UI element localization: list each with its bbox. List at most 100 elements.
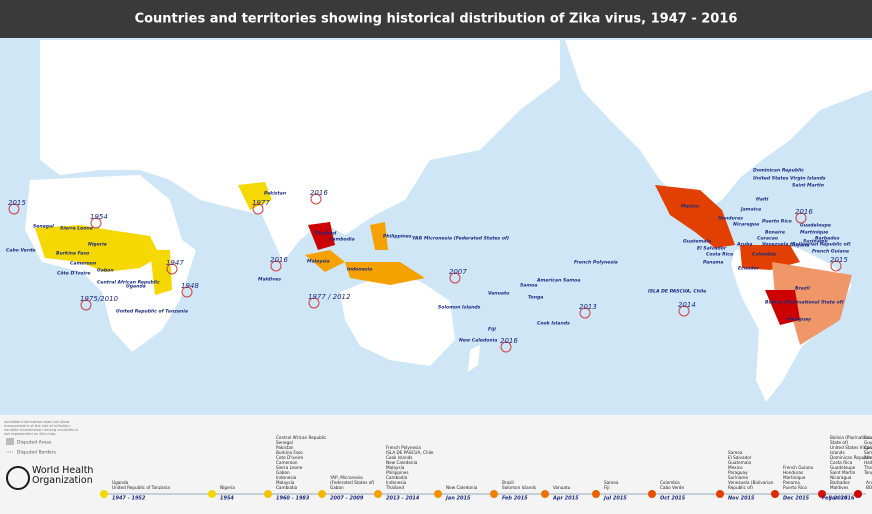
timeline-period: 2007 - 2009 — [330, 496, 364, 502]
timeline-country: Honduras — [783, 470, 803, 475]
legend-note: Available information does not allow mea… — [4, 420, 79, 436]
timeline-country: Thailand — [863, 465, 872, 470]
map-label: Cambodia — [329, 237, 355, 243]
year-marker — [8, 203, 20, 215]
legend-item: Disputed Borders — [17, 450, 57, 456]
timeline-country: Burkina Faso — [276, 450, 303, 455]
timeline-country: Haiti — [864, 460, 872, 465]
timeline-country: French Guiana — [783, 465, 814, 470]
year-marker — [270, 260, 282, 272]
map-label: United Republic of Tanzania — [116, 309, 188, 315]
timeline-country: Mexico — [728, 465, 743, 470]
timeline-country: ISLA DE PASCUA, Chile — [386, 450, 434, 455]
map-label: Burkina Faso — [56, 251, 89, 257]
timeline-country: Cook Islands — [386, 455, 412, 460]
timeline-period: 2013 - 2014 — [386, 496, 420, 502]
map-label: Mexico — [681, 204, 699, 210]
map-label: Côte D'Ivoire — [57, 270, 90, 277]
year-label: 1948 — [181, 282, 199, 290]
map-label: YAP, Micronesia (Federated States of) — [412, 236, 509, 242]
timeline-dot — [818, 490, 826, 498]
timeline-country: Gabon — [276, 470, 290, 475]
title: Countries and territories showing histor… — [135, 12, 738, 27]
map-label: Nicaragua — [733, 222, 759, 228]
timeline-country: Islands — [830, 450, 845, 455]
map-label: Gabon — [97, 268, 114, 274]
affected-areas — [35, 182, 852, 345]
footer — [0, 415, 872, 514]
timeline-country: Central African Republic — [276, 435, 327, 440]
timeline-period: Jan 2015 — [445, 496, 471, 502]
map-label: Guadeloupe — [800, 223, 831, 229]
timeline-country: Cabo Verde — [660, 485, 684, 490]
map-label: Central African Republic — [97, 280, 160, 286]
timeline-country: Tonga — [863, 470, 872, 475]
map-label: French Guiana — [812, 249, 849, 255]
year-label: 2016 — [310, 189, 328, 197]
map-label: El Salvador — [697, 246, 727, 252]
map-label: American Samoa — [536, 278, 580, 284]
timeline-dot — [208, 490, 216, 498]
timeline-country: Bolivia (Plurinational — [830, 435, 872, 440]
timeline-period: Jan 2016 — [829, 496, 855, 502]
timeline-dot — [716, 490, 724, 498]
timeline-country: Republic of) — [728, 485, 753, 490]
timeline-country: Senegal — [276, 440, 293, 445]
map-label: ISLA DE PASCUA, Chile — [648, 289, 706, 295]
year-marker — [252, 203, 264, 215]
timeline-period: Oct 2015 — [660, 496, 686, 502]
timeline-dot — [541, 490, 549, 498]
timeline-country: Aruba — [866, 480, 872, 485]
map-label: Aruba — [736, 242, 752, 248]
legend-item: Disputed Areas — [17, 440, 52, 446]
map-label: Samoa — [520, 283, 537, 289]
map-label: Curacao — [757, 236, 778, 242]
timeline-dot — [264, 490, 272, 498]
timeline-country: Sierra Leone — [276, 465, 303, 470]
year-label: 2015 — [8, 199, 26, 207]
map-label: Nigeria — [88, 242, 107, 248]
map-label: Maldives — [258, 277, 281, 283]
year-label: 1975/2010 — [80, 295, 119, 303]
year-marker — [181, 286, 193, 298]
timeline-dot — [100, 490, 108, 498]
timeline-country: Indonesia — [276, 475, 297, 480]
timeline-country: Vanuatu — [553, 485, 571, 490]
timeline-country: Pakistan — [276, 445, 294, 450]
timeline-period: Nov 2015 — [728, 496, 755, 502]
map-label: Panama — [703, 260, 723, 266]
year-marker — [830, 260, 842, 272]
timeline-period: 1960 - 1983 — [276, 496, 310, 502]
timeline-country: Venezuela (Bolivarian — [728, 480, 774, 485]
timeline-country: Martinique — [783, 475, 806, 480]
title-bar — [0, 0, 872, 38]
map-label: Ecuador — [738, 266, 760, 272]
timeline-country: Panama — [783, 480, 800, 485]
timeline-country: Costa Rica — [830, 460, 853, 465]
timeline-country: Suriname — [728, 475, 748, 480]
timeline-country: Cote D'Ivoire — [276, 455, 303, 460]
timeline-country: Gabon — [330, 485, 344, 490]
timeline-country: Dominican Republic — [830, 455, 872, 460]
year-marker — [310, 193, 322, 205]
year-marker — [678, 305, 690, 317]
map-label: Senegal — [33, 224, 54, 230]
timeline-country: Malaysia — [386, 465, 405, 470]
timeline-country: Solomon Islands — [502, 485, 536, 490]
timeline-country: Puerto Rico — [783, 485, 807, 490]
year-marker — [795, 212, 807, 224]
map-label: Brazil — [795, 286, 810, 292]
timeline-dot — [434, 490, 442, 498]
timeline-country: YAP, Micronesia — [329, 475, 363, 480]
year-label: 2013 — [579, 303, 597, 311]
timeline-country: Paraguay — [728, 470, 748, 475]
map-label: Paraguay — [787, 317, 812, 323]
timeline-country: New Caledonia — [386, 460, 418, 465]
map-label: Saint Martin — [792, 183, 824, 189]
map-label: Solomon Islands — [438, 305, 481, 311]
map-label: Bonaire — [765, 230, 785, 236]
map-label: Colombia — [752, 252, 776, 258]
year-marker — [80, 299, 92, 311]
timeline-period: 1954 — [220, 496, 234, 502]
